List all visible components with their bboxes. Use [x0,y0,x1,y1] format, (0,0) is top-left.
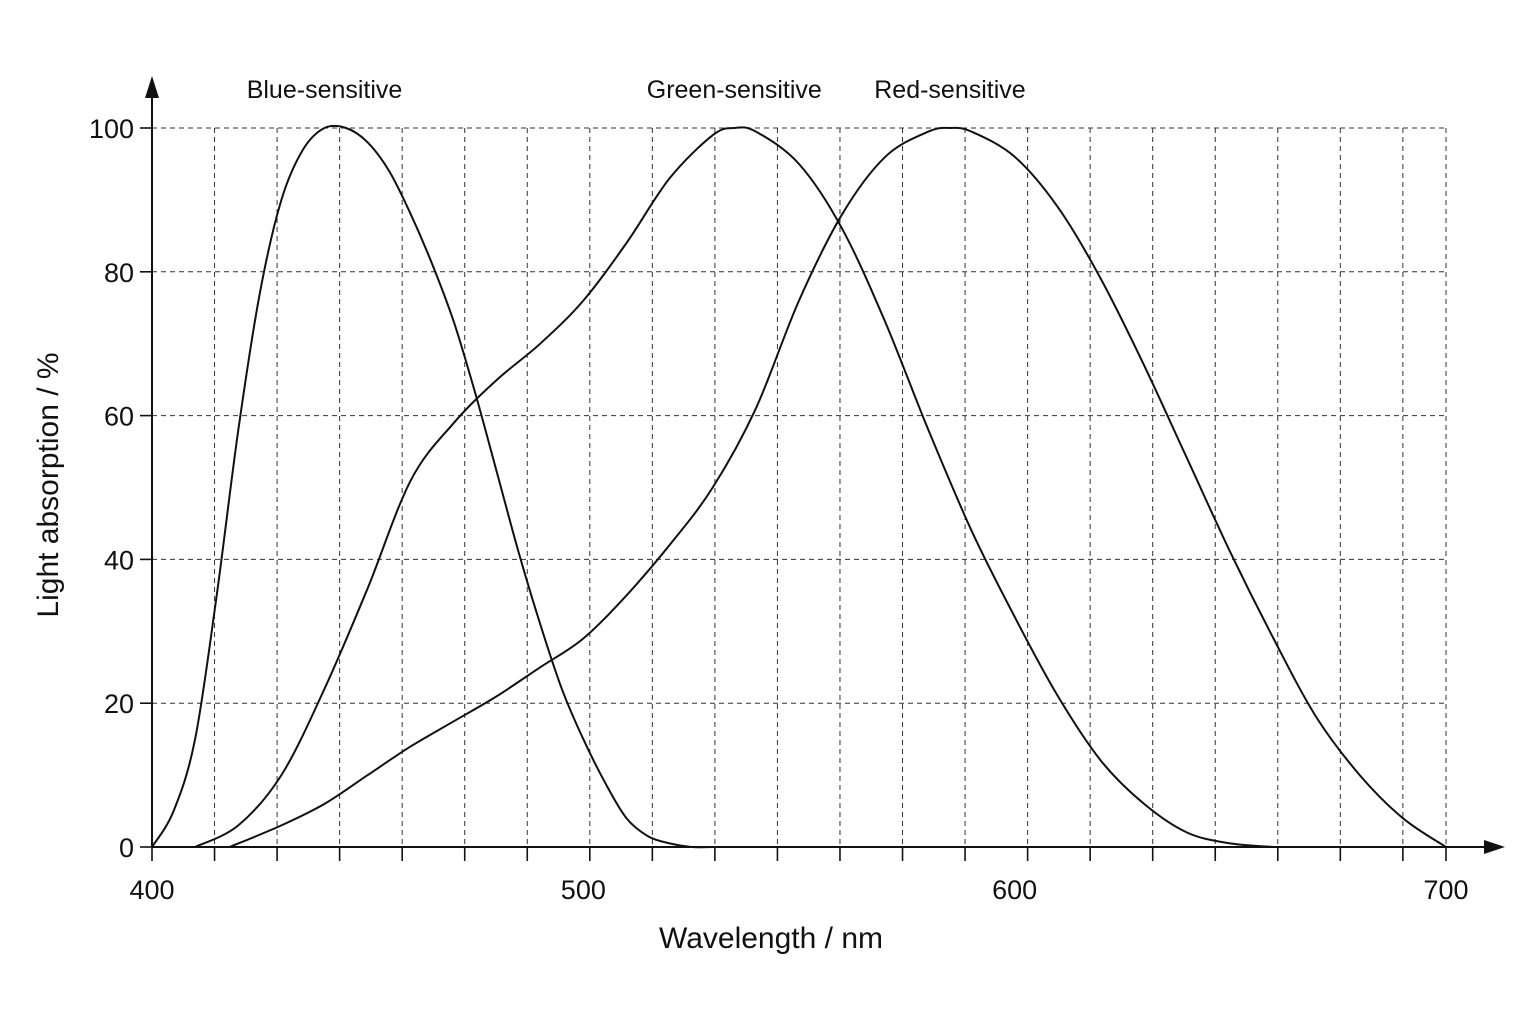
y-axis-title: Light absorption / % [32,352,65,617]
y-tick-label: 20 [104,689,134,719]
curves [151,124,1447,849]
x-tick-label: 400 [129,875,174,905]
red-sensitive-curve [229,126,1447,848]
blue-sensitive-curve [151,124,735,849]
y-tick-label: 60 [104,402,134,432]
axes [145,76,1505,854]
green-sensitive-curve [194,126,1274,848]
grid [152,127,1447,847]
blue-sensitive-label: Blue-sensitive [247,76,403,104]
y-tick-label: 40 [104,545,134,575]
y-axis-arrow-icon [145,76,159,98]
x-tick-label: 500 [561,875,606,905]
y-tick-label: 100 [89,114,134,144]
series-labels: Blue-sensitive Green-sensitive Red-sensiti… [247,76,1026,104]
x-tick-label: 700 [1423,875,1468,905]
green-sensitive-label: Green-sensitive [647,76,822,104]
y-tick-label: 0 [119,833,134,863]
x-axis-arrow-icon [1484,840,1505,854]
x-tick-label: 600 [992,875,1037,905]
x-axis-title: Wavelength / nm [659,922,883,955]
y-tick-label: 80 [104,258,134,288]
ticks: 0 20 40 60 80 100 400 500 600 700 [89,114,1469,905]
red-sensitive-label: Red-sensitive [874,76,1025,104]
